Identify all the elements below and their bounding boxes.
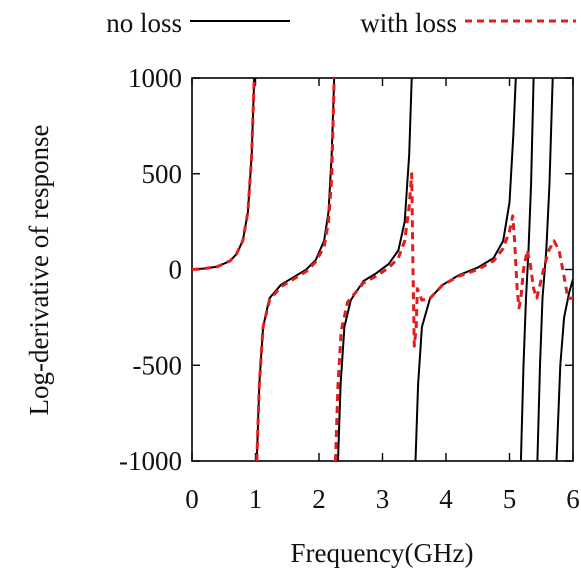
y-axis: 1000 500 0 -500 -1000 (119, 63, 573, 476)
series-line-no-loss (337, 78, 413, 461)
series-line-with-loss (255, 78, 336, 461)
plot-area (192, 78, 573, 461)
x-axis-label: Frequency(GHz) (291, 538, 474, 568)
x-tick-label: 4 (439, 484, 453, 514)
x-tick-label: 5 (503, 484, 517, 514)
x-axis: 0 1 2 3 4 5 6 (185, 78, 580, 514)
y-axis-label: Log-derivative of response (24, 125, 54, 416)
y-tick-label: 1000 (128, 63, 182, 93)
legend-label-with-loss: with loss (360, 8, 457, 38)
y-tick-label: 500 (142, 159, 183, 189)
legend: no loss with loss (106, 8, 576, 38)
series-line-no-loss (255, 78, 336, 461)
series-line-no-loss (536, 78, 554, 461)
series-line-no-loss (192, 78, 256, 271)
y-tick-label: -500 (133, 350, 183, 380)
x-tick-label: 6 (566, 484, 580, 514)
x-tick-label: 1 (249, 484, 263, 514)
series-line-no-loss (555, 278, 573, 461)
series-line-no-loss (519, 78, 535, 461)
x-tick-label: 2 (312, 484, 326, 514)
y-tick-label: -1000 (119, 446, 182, 476)
x-tick-label: 0 (185, 484, 199, 514)
series-line-no-loss (414, 78, 517, 461)
x-tick-label: 3 (376, 484, 390, 514)
series-line-with-loss (334, 172, 573, 461)
series-line-with-loss (192, 78, 256, 271)
legend-label-no-loss: no loss (106, 8, 182, 38)
y-tick-label: 0 (169, 255, 183, 285)
